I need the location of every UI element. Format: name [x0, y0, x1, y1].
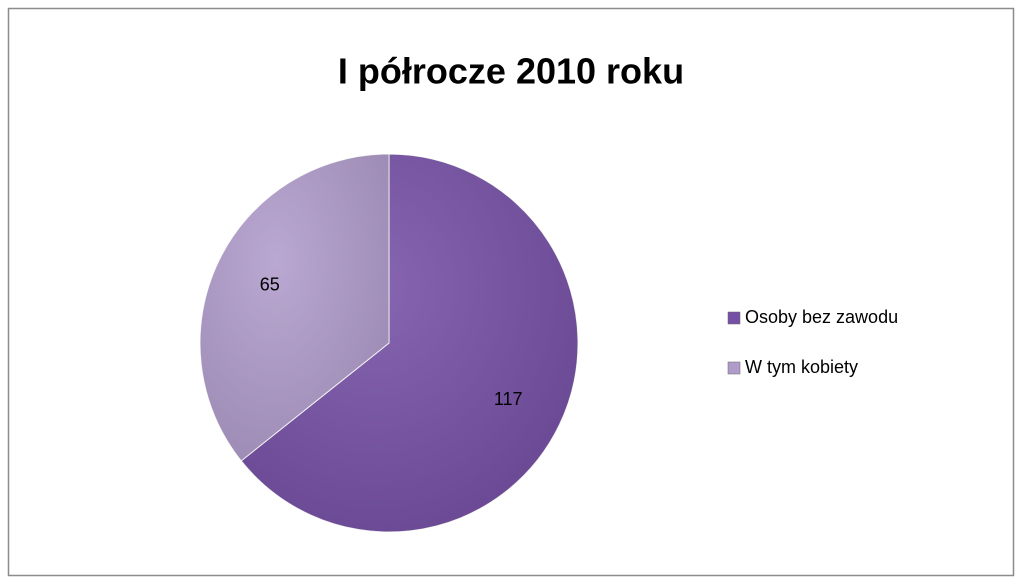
data-label: 65	[260, 274, 280, 294]
legend-swatch	[727, 311, 741, 325]
legend-label: W tym kobiety	[745, 357, 858, 377]
legend-label: Osoby bez zawodu	[745, 307, 898, 327]
legend-swatch	[727, 361, 741, 375]
chart-title: I półrocze 2010 roku	[338, 51, 684, 92]
data-label: 117	[494, 389, 523, 409]
